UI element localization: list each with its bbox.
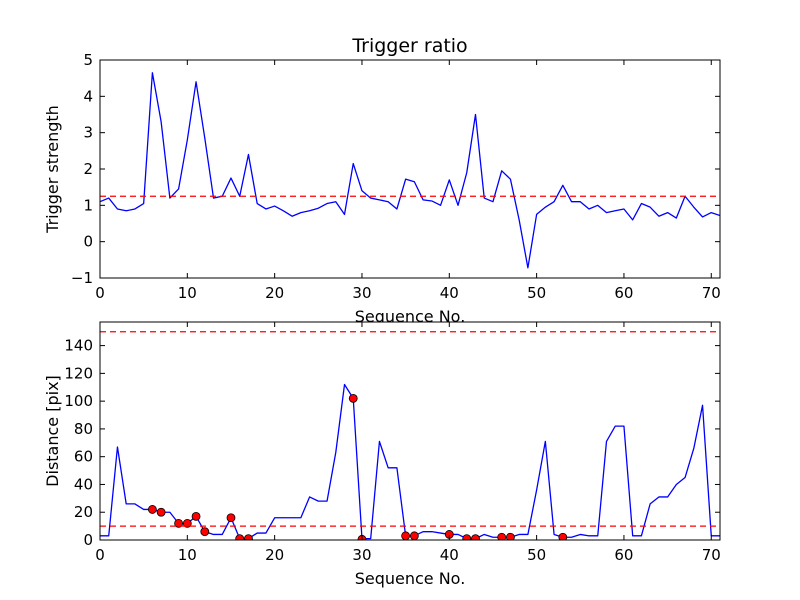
x-tick-label: 60 bbox=[614, 546, 633, 564]
data-point-marker bbox=[226, 513, 236, 523]
y-tick-label: 140 bbox=[64, 337, 93, 355]
y-tick-label: 1 bbox=[83, 196, 93, 214]
data-point-marker bbox=[235, 534, 245, 540]
data-point-marker bbox=[182, 518, 192, 528]
data-point-marker bbox=[558, 532, 568, 540]
data-point-marker bbox=[156, 507, 166, 517]
plot-area bbox=[100, 60, 720, 278]
y-tick-label: 80 bbox=[74, 420, 93, 438]
y-tick-label: 60 bbox=[74, 448, 93, 466]
x-tick-label: 20 bbox=[265, 284, 284, 302]
data-point-marker bbox=[191, 511, 201, 521]
y-tick-label: 5 bbox=[83, 51, 93, 69]
data-point-marker bbox=[401, 531, 411, 540]
data-point-marker bbox=[497, 532, 507, 540]
x-tick-label: 50 bbox=[527, 284, 546, 302]
data-point-marker bbox=[174, 518, 183, 528]
data-point-marker bbox=[348, 393, 358, 403]
y-tick-label: 40 bbox=[74, 475, 93, 493]
x-axis-label: Sequence No. bbox=[355, 307, 466, 326]
x-tick-label: 40 bbox=[440, 284, 459, 302]
y-tick-label: −1 bbox=[71, 269, 93, 287]
data-point-marker bbox=[471, 534, 480, 540]
series-group bbox=[100, 331, 720, 540]
y-axis-label: Distance [pix] bbox=[43, 375, 62, 487]
plot-area bbox=[100, 322, 720, 540]
y-axis-label: Trigger strength bbox=[43, 105, 62, 234]
data-point-marker bbox=[244, 534, 253, 540]
x-tick-label: 30 bbox=[352, 284, 371, 302]
x-tick-label: 70 bbox=[702, 284, 721, 302]
x-tick-label: 70 bbox=[702, 546, 721, 564]
series-group bbox=[100, 72, 720, 269]
x-tick-label: 0 bbox=[95, 546, 105, 564]
y-tick-label: 4 bbox=[83, 87, 93, 105]
data-point-marker bbox=[506, 532, 515, 540]
data-point-marker bbox=[147, 505, 157, 514]
x-tick-label: 50 bbox=[527, 546, 546, 564]
x-tick-label: 30 bbox=[352, 546, 371, 564]
distance-panel: 0 10 20 30 40 50 60 70 0 20 40 60 80 100 120 140 Sequenc… bbox=[43, 321, 721, 588]
data-point-marker bbox=[462, 534, 472, 540]
y-tick-label: 20 bbox=[74, 503, 93, 521]
x-tick-label: 10 bbox=[178, 284, 197, 302]
y-tick-label: 0 bbox=[83, 531, 93, 549]
y-tick-label: 3 bbox=[83, 124, 93, 142]
y-tick-label: 0 bbox=[83, 233, 93, 251]
x-tick-label: 20 bbox=[265, 546, 284, 564]
plot-frame bbox=[99, 321, 721, 541]
series-line bbox=[100, 72, 720, 269]
x-axis-label: Sequence No. bbox=[355, 569, 466, 588]
data-point-marker bbox=[200, 527, 210, 537]
y-tick-label: 2 bbox=[83, 160, 93, 178]
y-tick-label: 100 bbox=[64, 392, 93, 410]
y-tick-label: 120 bbox=[64, 364, 93, 382]
chart-title: Trigger ratio bbox=[351, 35, 467, 57]
x-tick-label: 10 bbox=[178, 546, 197, 564]
data-point-marker bbox=[409, 531, 419, 540]
x-tick-label: 0 bbox=[95, 284, 105, 302]
x-tick-label: 60 bbox=[614, 284, 633, 302]
x-tick-label: 40 bbox=[440, 546, 459, 564]
